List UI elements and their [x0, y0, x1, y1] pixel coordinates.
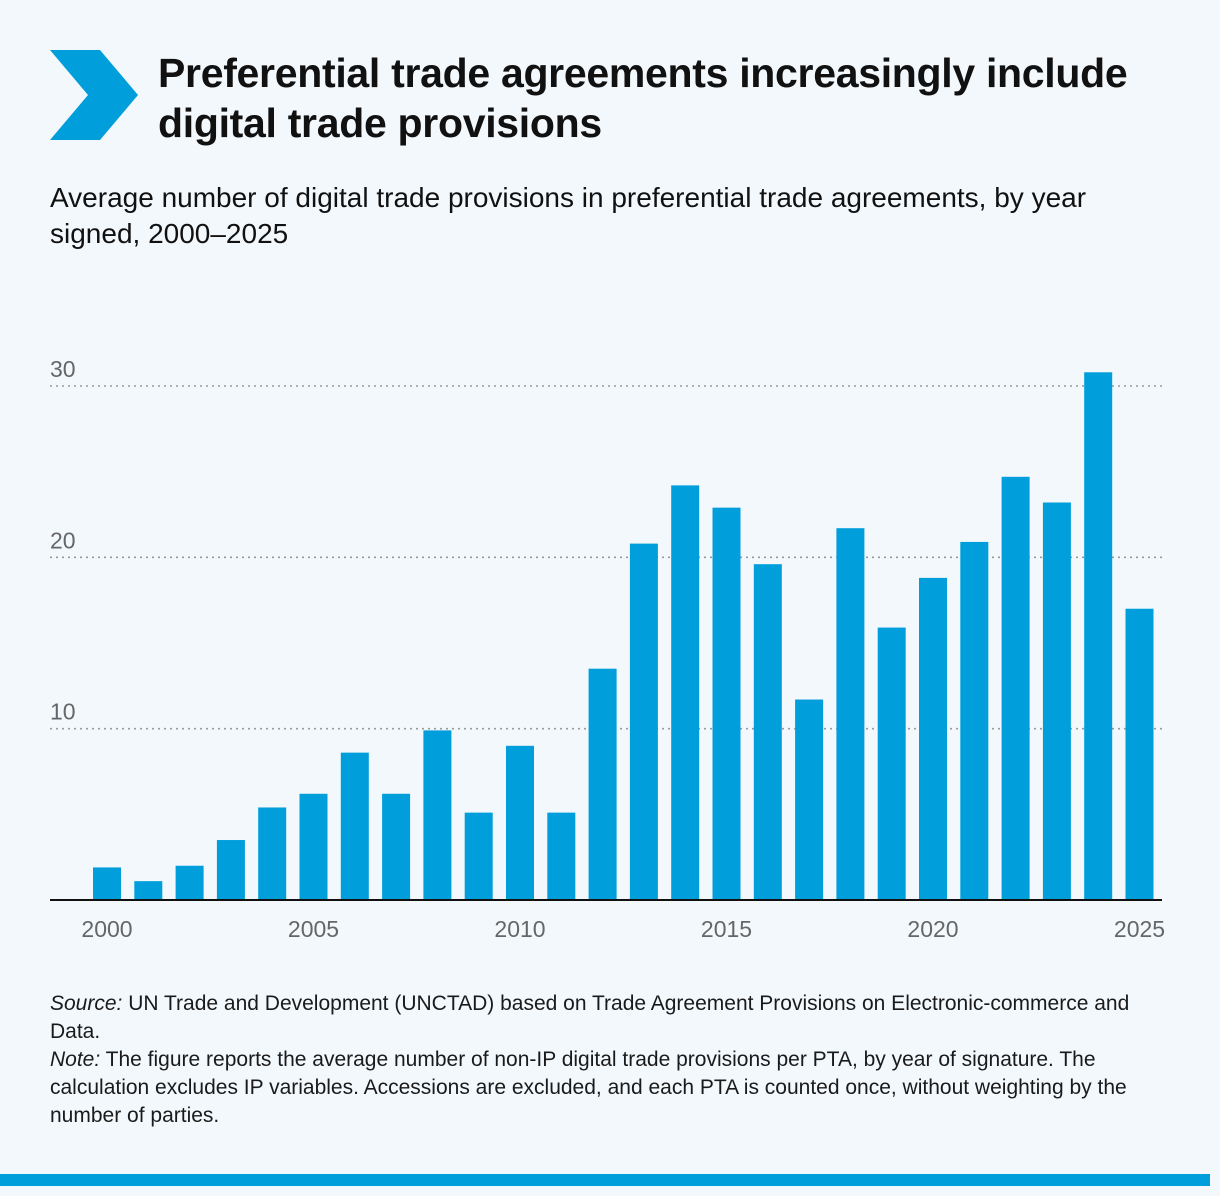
note-label: Note:	[50, 1048, 101, 1071]
chevron-right-icon	[50, 50, 138, 140]
y-tick-label: 10	[50, 699, 76, 725]
bar-2023	[1042, 502, 1071, 900]
bar-chart: 10 20 30 2000 2005 2010 2015 2020 2025	[50, 356, 1165, 942]
note-text: The figure reports the average number of…	[50, 1048, 1127, 1127]
y-tick-label: 30	[50, 356, 76, 382]
source-label: Source:	[50, 992, 123, 1015]
source-note: Source: UN Trade and Development (UNCTAD…	[50, 990, 1170, 1046]
bar-2022	[1001, 476, 1030, 900]
bar-2006	[340, 752, 369, 900]
x-axis-ticks: 2000 2005 2010 2015 2020 2025	[81, 916, 1165, 942]
chart-subtitle: Average number of digital trade provisio…	[50, 182, 1087, 249]
bar-2005	[299, 793, 328, 900]
bar-2018	[836, 528, 865, 900]
bar-2013	[629, 543, 658, 900]
bars	[93, 372, 1154, 900]
bar-2000	[93, 867, 121, 900]
bar-2019	[877, 627, 906, 900]
x-tick-label: 2005	[288, 916, 339, 942]
source-text: UN Trade and Development (UNCTAD) based …	[50, 992, 1130, 1043]
bar-2004	[258, 807, 287, 900]
chart-notes: Source: UN Trade and Development (UNCTAD…	[50, 990, 1170, 1130]
x-tick-label: 2010	[494, 916, 545, 942]
method-note: Note: The figure reports the average num…	[50, 1046, 1170, 1130]
bar-2020	[919, 577, 947, 900]
x-tick-label: 2000	[81, 916, 132, 942]
x-tick-label: 2015	[701, 916, 752, 942]
bar-2015	[712, 507, 741, 900]
bar-2016	[753, 564, 782, 900]
bar-2007	[382, 793, 411, 900]
x-tick-label: 2020	[907, 916, 958, 942]
bar-2025	[1125, 608, 1154, 900]
bar-2011	[547, 812, 576, 900]
bar-2002	[175, 865, 204, 900]
bar-2003	[216, 840, 245, 900]
bar-2008	[423, 730, 452, 900]
bar-2017	[795, 699, 824, 900]
bar-2001	[134, 881, 163, 900]
page-title: Preferential trade agreements increasing…	[158, 50, 1128, 146]
bottom-accent-bar	[0, 1174, 1210, 1186]
bar-2024	[1084, 372, 1113, 900]
y-tick-label: 20	[50, 527, 76, 553]
x-tick-label: 2025	[1114, 916, 1165, 942]
bar-2014	[671, 485, 700, 900]
bar-2012	[588, 668, 617, 900]
y-axis-ticks: 10 20 30	[50, 356, 76, 725]
bar-2009	[464, 812, 493, 900]
bar-2021	[960, 541, 989, 900]
bar-2010	[506, 745, 534, 900]
